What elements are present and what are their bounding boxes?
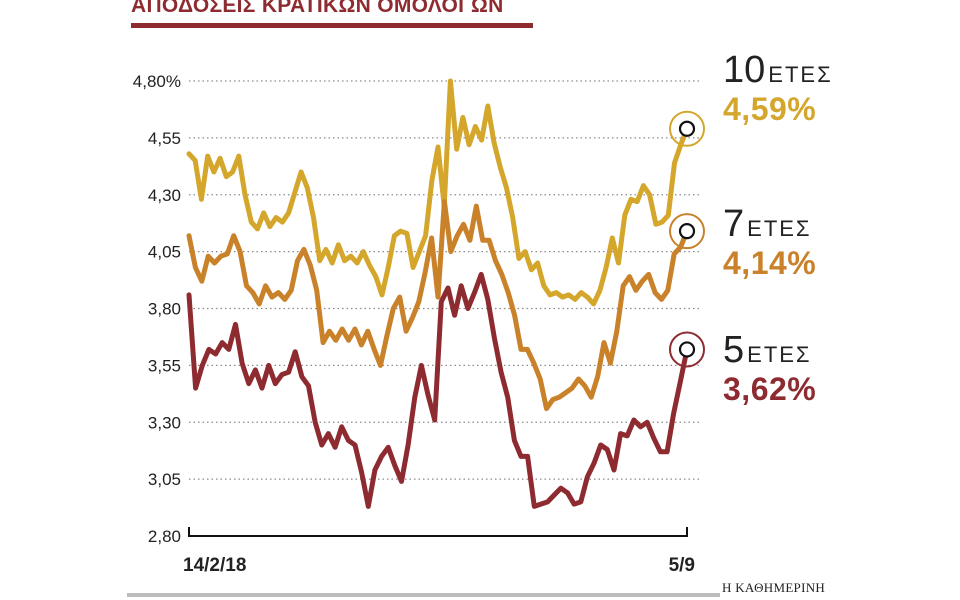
y-tick-label: 4,80% — [133, 72, 181, 91]
y-tick-label: 4,55 — [148, 129, 181, 148]
series-line-2 — [189, 274, 687, 506]
y-tick-label: 3,05 — [148, 470, 181, 489]
y-tick-label: 4,05 — [148, 243, 181, 262]
legend-5yr-years: 5 — [723, 329, 744, 371]
y-tick-label: 2,80 — [148, 527, 181, 546]
legend-7yr-years: 7 — [723, 203, 744, 245]
source-credit: Η ΚΑΘΗΜΕΡΙΝΗ — [722, 580, 825, 596]
legend-10yr-years: 10 — [723, 49, 765, 91]
legend-7yr-unit: ΕΤΕΣ — [747, 216, 811, 241]
y-tick-label: 3,30 — [148, 413, 181, 432]
legend-5yr-unit: ΕΤΕΣ — [747, 342, 811, 367]
legend-7yr: 7 ΕΤΕΣ 4,14% — [723, 205, 816, 279]
y-tick-label: 4,30 — [148, 186, 181, 205]
y-tick-label: 3,55 — [148, 356, 181, 375]
legend-10yr-value: 4,59% — [723, 93, 833, 125]
legend-5yr: 5 ΕΤΕΣ 3,62% — [723, 331, 816, 405]
x-tick-label-end: 5/9 — [669, 555, 695, 576]
end-marker-dot-0 — [680, 122, 694, 136]
legend-10yr-unit: ΕΤΕΣ — [768, 62, 832, 87]
footer-rule — [127, 593, 720, 597]
end-marker-dot-1 — [680, 224, 694, 238]
end-marker-dot-2 — [680, 342, 694, 356]
x-tick-label-start: 14/2/18 — [183, 555, 246, 576]
y-tick-label: 3,80 — [148, 300, 181, 319]
legend-7yr-value: 4,14% — [723, 247, 816, 279]
legend-5yr-value: 3,62% — [723, 373, 816, 405]
legend-10yr: 10 ΕΤΕΣ 4,59% — [723, 51, 833, 125]
